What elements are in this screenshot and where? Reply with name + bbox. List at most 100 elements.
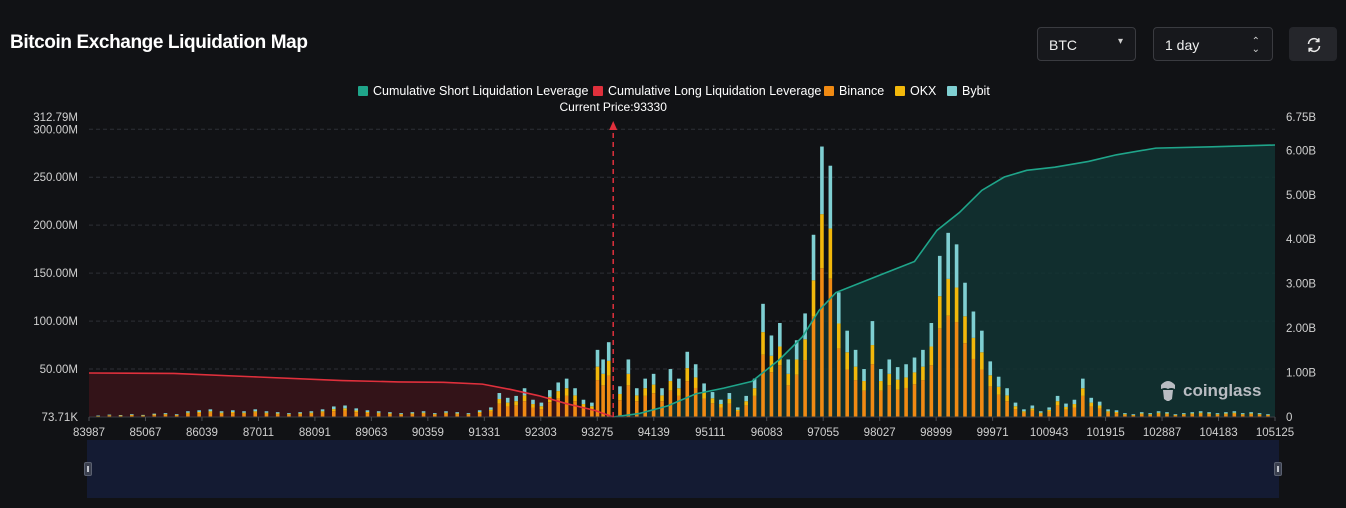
bar-okx xyxy=(980,352,984,370)
y-left-tick: 100.00M xyxy=(33,316,78,328)
bar-bybit xyxy=(1022,409,1026,412)
bar-bybit xyxy=(1198,411,1203,413)
bar-bybit xyxy=(1232,411,1237,413)
time-range-select[interactable]: 1 day ⌃ ⌄ xyxy=(1153,27,1273,61)
bar-okx xyxy=(514,401,518,406)
bar-binance xyxy=(539,409,544,417)
bar-bybit xyxy=(601,359,605,374)
bar-okx xyxy=(96,415,100,417)
bar-binance xyxy=(660,401,664,417)
bar-okx xyxy=(1055,401,1060,406)
bar-okx xyxy=(497,399,502,404)
bar-okx xyxy=(298,413,302,415)
bar-binance xyxy=(1047,411,1051,417)
bar-bybit xyxy=(141,414,145,416)
bar-okx xyxy=(853,366,858,381)
bar-binance xyxy=(556,398,561,417)
range-slider[interactable] xyxy=(84,440,1282,498)
bar-okx xyxy=(702,391,706,399)
bar-okx xyxy=(1257,414,1262,415)
bar-binance xyxy=(1072,407,1077,417)
bar-bybit xyxy=(954,244,959,288)
bar-bybit xyxy=(354,408,359,411)
slider-left-handle[interactable] xyxy=(84,462,92,476)
bar-okx xyxy=(946,278,950,316)
coin-select[interactable]: BTC ▾ xyxy=(1037,27,1136,61)
bar-okx xyxy=(264,412,269,414)
bar-bybit xyxy=(1089,397,1094,403)
bar-bybit xyxy=(96,415,100,417)
bar-bybit xyxy=(1097,401,1102,406)
x-tick-label: 105125 xyxy=(1256,427,1294,439)
long-cumulative-area xyxy=(89,373,614,417)
bar-bybit xyxy=(388,412,392,414)
bar-okx xyxy=(634,395,639,402)
bar-bybit xyxy=(1182,413,1186,415)
bar-okx xyxy=(845,352,849,370)
bar-okx xyxy=(242,412,246,414)
bar-okx xyxy=(208,411,213,413)
bar-bybit xyxy=(1055,395,1060,402)
bar-bybit xyxy=(887,359,892,374)
bar-binance xyxy=(152,415,157,417)
slider-right-handle[interactable] xyxy=(1274,462,1282,476)
x-tick-label: 86039 xyxy=(186,427,218,439)
x-tick-label: 90359 xyxy=(412,427,444,439)
legend-swatch xyxy=(593,86,603,96)
bar-bybit xyxy=(862,369,866,382)
bar-binance xyxy=(971,358,976,417)
bar-binance xyxy=(275,414,280,417)
bar-bybit xyxy=(118,415,123,416)
bar-binance xyxy=(702,398,706,417)
y-left-tick: 312.79M xyxy=(33,112,78,124)
x-tick-label: 98027 xyxy=(864,427,896,439)
bar-binance xyxy=(298,414,302,417)
bar-bybit xyxy=(1190,412,1195,414)
bar-bybit xyxy=(744,395,748,402)
bar-bybit xyxy=(1114,410,1119,412)
bar-bybit xyxy=(794,340,799,360)
bar-okx xyxy=(376,412,381,414)
bar-binance xyxy=(1215,414,1220,417)
bar-okx xyxy=(904,377,908,388)
bar-okx xyxy=(581,404,586,408)
bar-okx xyxy=(141,415,145,416)
bar-okx xyxy=(1207,413,1211,415)
bar-binance xyxy=(564,395,569,417)
refresh-button[interactable] xyxy=(1289,27,1337,61)
bar-binance xyxy=(399,414,403,417)
bar-bybit xyxy=(253,409,258,412)
x-tick-label: 96083 xyxy=(751,427,783,439)
bar-okx xyxy=(1047,409,1051,412)
x-tick-label: 91331 xyxy=(468,427,500,439)
bar-bybit xyxy=(929,323,934,347)
bar-okx xyxy=(163,414,168,415)
bar-okx xyxy=(1005,395,1009,402)
bar-okx xyxy=(556,391,561,399)
bar-binance xyxy=(752,395,757,417)
bar-okx xyxy=(870,345,875,365)
x-tick-label: 95111 xyxy=(695,427,725,439)
bar-binance xyxy=(996,394,1001,417)
bar-okx xyxy=(1123,414,1127,415)
bar-binance xyxy=(505,406,510,417)
bar-bybit xyxy=(1030,405,1035,409)
bar-binance xyxy=(107,415,112,417)
bar-okx xyxy=(118,415,123,417)
x-tick-label: 85067 xyxy=(129,427,161,439)
bar-binance xyxy=(1148,414,1152,417)
y-right-tick: 1.00B xyxy=(1286,368,1316,380)
y-right-tick: 6.00B xyxy=(1286,145,1316,157)
bar-okx xyxy=(820,214,824,269)
bar-okx xyxy=(1190,413,1195,415)
watermark-text: coinglass xyxy=(1183,381,1262,400)
bar-okx xyxy=(522,395,527,402)
legend-swatch xyxy=(358,86,368,96)
bar-okx xyxy=(685,368,690,382)
bar-bybit xyxy=(618,386,622,394)
bar-binance xyxy=(477,413,482,417)
bar-bybit xyxy=(1123,413,1127,415)
bar-bybit xyxy=(634,388,639,396)
bar-binance xyxy=(141,415,145,417)
bar-okx xyxy=(643,388,647,396)
